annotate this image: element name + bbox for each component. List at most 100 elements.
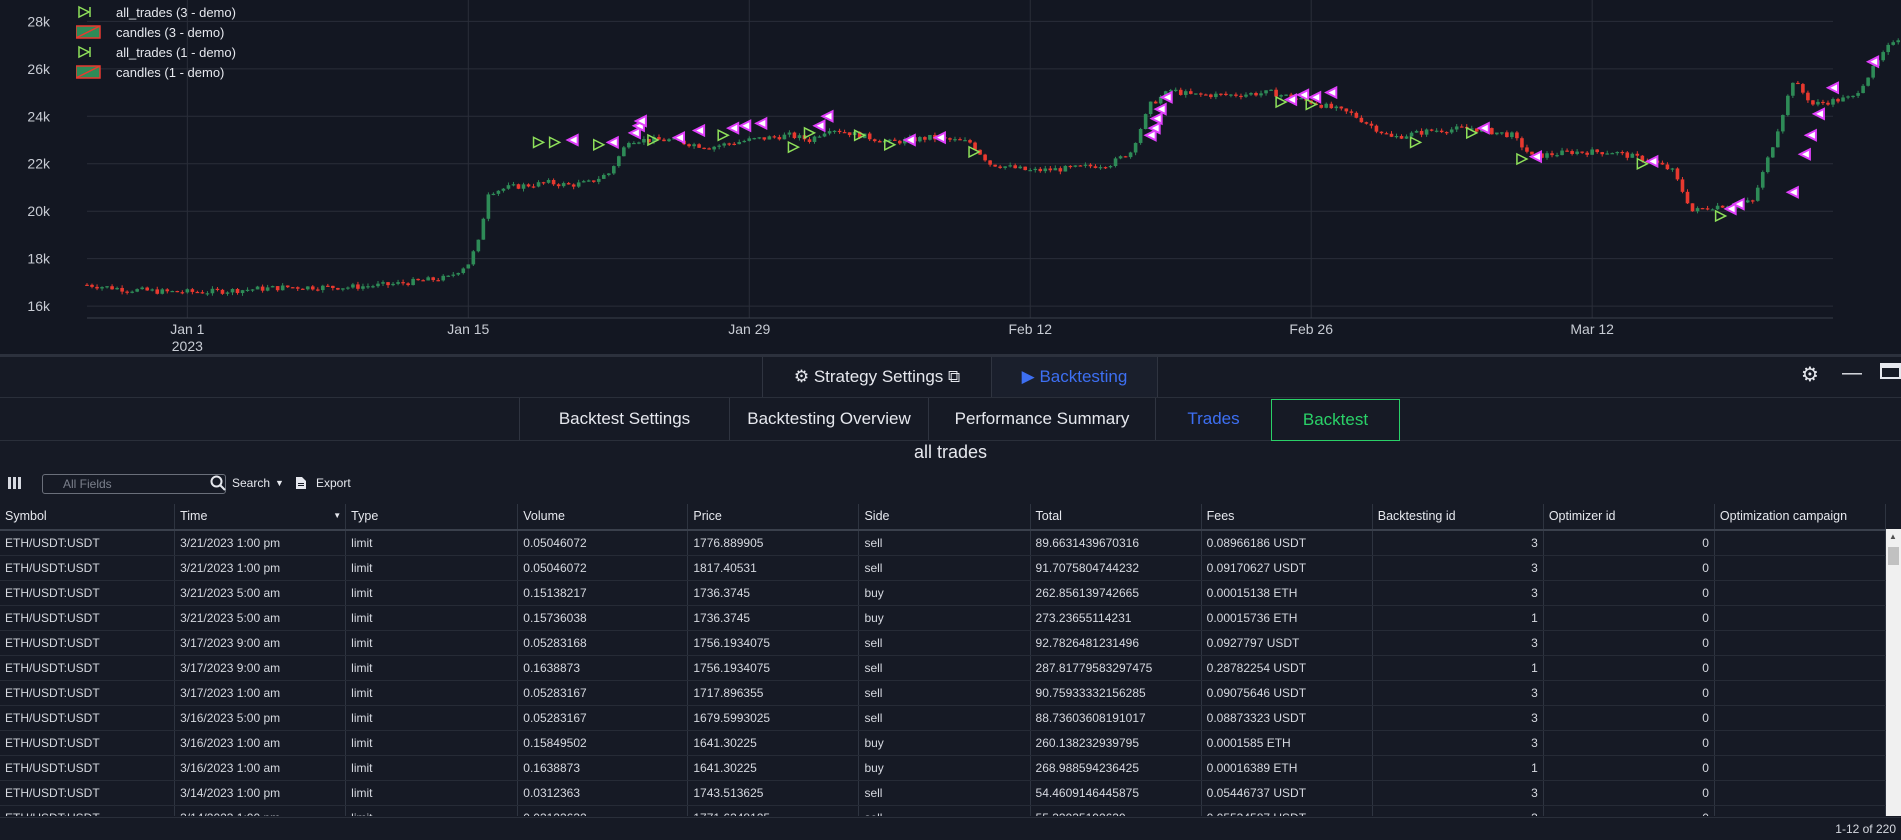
buy-marker[interactable]	[1411, 137, 1421, 147]
sell-marker[interactable]	[694, 126, 704, 136]
vertical-scrollbar[interactable]: ▲	[1886, 529, 1901, 816]
buy-marker[interactable]	[718, 130, 728, 140]
candle-body	[968, 140, 972, 142]
table-row[interactable]: ETH/USDT:USDT 3/21/2023 5:00 am limit 0.157…	[0, 606, 1886, 631]
column-header[interactable]: Optimizer id	[1544, 504, 1715, 529]
table-cell: 3	[1373, 631, 1544, 655]
table-cell: 0.00016389 ETH	[1202, 756, 1373, 780]
legend-item[interactable]: candles (3 - demo)	[76, 22, 236, 42]
column-header[interactable]: Fees	[1202, 504, 1373, 529]
sell-marker[interactable]	[1156, 104, 1166, 114]
sell-marker[interactable]	[1814, 109, 1824, 119]
buy-marker[interactable]	[550, 137, 560, 147]
table-row[interactable]: ETH/USDT:USDT 3/16/2023 5:00 pm limit 0.052…	[0, 706, 1886, 731]
tab-backtesting[interactable]: ▶ Backtesting	[991, 357, 1158, 397]
popout-icon[interactable]: ⧉	[948, 367, 960, 386]
sell-marker[interactable]	[728, 123, 738, 133]
column-header[interactable]: Time ▼	[175, 504, 346, 529]
gear-icon[interactable]: ⚙	[1801, 362, 1819, 387]
sell-marker[interactable]	[1800, 149, 1810, 159]
chart-svg[interactable]: 16k 18k 20k 22k 24k 26k 28k Jan 1 Jan 15 Jan 29 Fe…	[0, 0, 1901, 355]
sell-marker[interactable]	[756, 118, 766, 128]
sell-marker[interactable]	[1479, 123, 1489, 133]
sell-marker[interactable]	[740, 121, 750, 131]
buy-marker[interactable]	[804, 128, 814, 138]
sell-marker[interactable]	[1647, 156, 1657, 166]
table-cell: 1756.1934075	[688, 631, 859, 655]
tab-backtest-settings[interactable]: Backtest Settings	[519, 398, 729, 440]
maximize-icon[interactable]	[1880, 362, 1901, 386]
candle-body	[783, 135, 787, 140]
buy-marker[interactable]	[1716, 211, 1726, 221]
candle-body	[1013, 165, 1017, 168]
table-row[interactable]: ETH/USDT:USDT 3/21/2023 1:00 pm limit 0.050…	[0, 531, 1886, 556]
search-button[interactable]: Search ▼	[210, 475, 284, 491]
candle-body	[186, 289, 190, 292]
sell-marker[interactable]	[1806, 130, 1816, 140]
column-header[interactable]: Backtesting id	[1373, 504, 1544, 529]
sell-marker[interactable]	[1788, 187, 1798, 197]
sell-marker[interactable]	[568, 135, 578, 145]
sell-marker[interactable]	[1286, 95, 1296, 105]
buy-marker[interactable]	[594, 140, 604, 150]
column-header[interactable]: Optimization campaign	[1715, 504, 1886, 529]
table-row[interactable]: ETH/USDT:USDT 3/16/2023 1:00 am limit 0.158…	[0, 731, 1886, 756]
sell-marker[interactable]	[905, 135, 915, 145]
scroll-thumb[interactable]	[1888, 547, 1899, 565]
sell-marker[interactable]	[630, 128, 640, 138]
sell-marker[interactable]	[674, 133, 684, 143]
candle-body	[612, 166, 616, 173]
tab-performance-summary[interactable]: Performance Summary	[928, 398, 1155, 440]
search-input[interactable]	[42, 474, 226, 494]
export-button[interactable]: Export	[296, 476, 351, 490]
table-row[interactable]: ETH/USDT:USDT 3/21/2023 1:00 pm limit 0.050…	[0, 556, 1886, 581]
sell-marker[interactable]	[823, 111, 833, 121]
table-cell: 3/14/2023 1:00 pm	[175, 806, 346, 816]
column-header[interactable]: Symbol	[0, 504, 175, 529]
sell-marker[interactable]	[1152, 114, 1162, 124]
column-header[interactable]: Price	[688, 504, 859, 529]
legend-item[interactable]: all_trades (3 - demo)	[76, 2, 236, 22]
table-cell: 1743.513625	[688, 781, 859, 805]
tab-backtest[interactable]: Backtest	[1271, 399, 1400, 441]
scroll-up-icon[interactable]: ▲	[1889, 532, 1897, 541]
column-header[interactable]: Total	[1031, 504, 1202, 529]
columns-icon[interactable]	[8, 476, 22, 495]
column-header[interactable]: Type	[346, 504, 518, 529]
buy-marker[interactable]	[1517, 154, 1527, 164]
table-cell: 0.15849502	[518, 731, 688, 755]
sell-marker[interactable]	[935, 133, 945, 143]
buy-marker[interactable]	[534, 137, 544, 147]
minimize-icon[interactable]: —	[1842, 362, 1862, 385]
sort-desc-icon[interactable]: ▼	[333, 504, 341, 528]
candle-body	[808, 139, 812, 142]
sell-marker[interactable]	[608, 137, 618, 147]
sell-marker[interactable]	[815, 121, 825, 131]
table-row[interactable]: ETH/USDT:USDT 3/16/2023 1:00 am limit 0.163…	[0, 756, 1886, 781]
candle-body	[191, 289, 195, 292]
table-row[interactable]: ETH/USDT:USDT 3/17/2023 9:00 am limit 0.163…	[0, 656, 1886, 681]
candle-body	[1174, 90, 1178, 91]
table-row[interactable]: ETH/USDT:USDT 3/21/2023 5:00 am limit 0.151…	[0, 581, 1886, 606]
sell-marker[interactable]	[1326, 88, 1336, 98]
sell-marker[interactable]	[1146, 130, 1156, 140]
sell-marker[interactable]	[1828, 83, 1838, 93]
legend-item[interactable]: candles (1 - demo)	[76, 62, 236, 82]
column-header[interactable]: Side	[859, 504, 1030, 529]
sell-marker[interactable]	[1868, 57, 1878, 67]
legend-item[interactable]: all_trades (1 - demo)	[76, 42, 236, 62]
table-cell: 3	[1373, 531, 1544, 555]
sell-marker[interactable]	[1162, 92, 1172, 102]
table-cell: 91.7075804744232	[1031, 556, 1202, 580]
candle-body	[181, 292, 185, 293]
table-row[interactable]: ETH/USDT:USDT 3/17/2023 9:00 am limit 0.052…	[0, 631, 1886, 656]
column-header[interactable]: Volume	[518, 504, 688, 529]
tab-strategy-settings[interactable]: ⚙ Strategy Settings ⧉	[762, 357, 992, 397]
table-row[interactable]: ETH/USDT:USDT 3/17/2023 1:00 am limit 0.052…	[0, 681, 1886, 706]
tab-backtesting-overview[interactable]: Backtesting Overview	[729, 398, 928, 440]
price-chart[interactable]: 16k 18k 20k 22k 24k 26k 28k Jan 1 Jan 15 Jan 29 Fe…	[0, 0, 1901, 355]
tab-trades[interactable]: Trades	[1155, 398, 1271, 440]
buy-marker[interactable]	[788, 142, 798, 152]
